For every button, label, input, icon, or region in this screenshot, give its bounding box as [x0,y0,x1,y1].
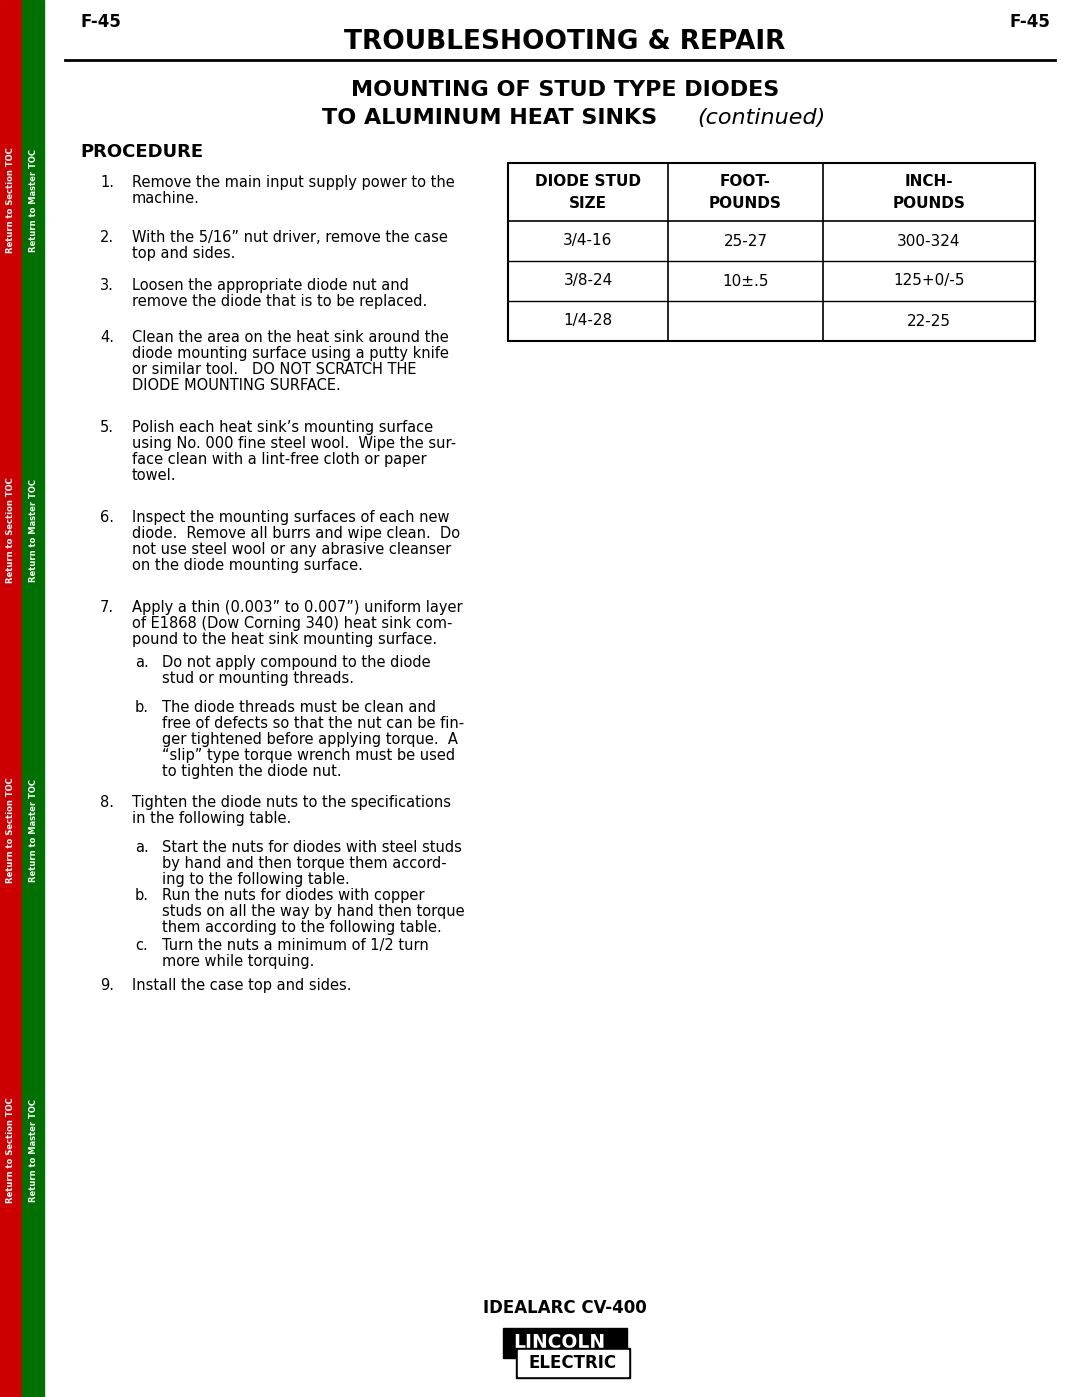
Text: 4.: 4. [100,330,114,345]
Text: 1/4-28: 1/4-28 [564,313,612,328]
Text: Return to Section TOC: Return to Section TOC [6,1097,15,1203]
Text: pound to the heat sink mounting surface.: pound to the heat sink mounting surface. [132,631,437,647]
Text: top and sides.: top and sides. [132,246,235,261]
Bar [516,1348,630,1377]
Text: free of defects so that the nut can be fin-: free of defects so that the nut can be f… [162,717,464,731]
Text: a.: a. [135,655,149,671]
Text: INCH-: INCH- [905,173,954,189]
Text: ®: ® [615,1329,624,1338]
Text: IDEALARC CV-400: IDEALARC CV-400 [483,1299,647,1317]
Text: Install the case top and sides.: Install the case top and sides. [132,978,351,993]
Text: Apply a thin (0.003” to 0.007”) uniform layer: Apply a thin (0.003” to 0.007”) uniform … [132,599,462,615]
Text: 6.: 6. [100,510,114,525]
Text: towel.: towel. [132,468,176,483]
Text: 8.: 8. [100,795,114,810]
Text: 25-27: 25-27 [724,233,768,249]
Text: DIODE MOUNTING SURFACE.: DIODE MOUNTING SURFACE. [132,379,341,393]
Text: diode mounting surface using a putty knife: diode mounting surface using a putty kni… [132,346,449,360]
Text: 22-25: 22-25 [907,313,951,328]
Text: Remove the main input supply power to the: Remove the main input supply power to th… [132,175,455,190]
Text: Return to Master TOC: Return to Master TOC [28,778,38,882]
Text: Start the nuts for diodes with steel studs: Start the nuts for diodes with steel stu… [162,840,462,855]
Text: to tighten the diode nut.: to tighten the diode nut. [162,764,341,780]
Text: ger tightened before applying torque.  A: ger tightened before applying torque. A [162,732,458,747]
Text: 9.: 9. [100,978,114,993]
Text: stud or mounting threads.: stud or mounting threads. [162,671,354,686]
Text: a.: a. [135,840,149,855]
Text: Inspect the mounting surfaces of each new: Inspect the mounting surfaces of each ne… [132,510,449,525]
Text: ing to the following table.: ing to the following table. [162,872,350,887]
Text: them according to the following table.: them according to the following table. [162,921,442,935]
Bar [503,1329,627,1358]
Text: Return to Master TOC: Return to Master TOC [28,148,38,251]
Text: FOOT-: FOOT- [720,173,771,189]
Bar [508,163,1035,341]
Text: Return to Section TOC: Return to Section TOC [6,777,15,883]
Bar [0,0,22,1397]
Text: studs on all the way by hand then torque: studs on all the way by hand then torque [162,904,464,919]
Text: With the 5/16” nut driver, remove the case: With the 5/16” nut driver, remove the ca… [132,231,448,244]
Text: Return to Master TOC: Return to Master TOC [28,1098,38,1201]
Text: 300-324: 300-324 [897,233,961,249]
Text: face clean with a lint-free cloth or paper: face clean with a lint-free cloth or pap… [132,453,427,467]
Text: b.: b. [135,888,149,902]
Text: 7.: 7. [100,599,114,615]
Text: Clean the area on the heat sink around the: Clean the area on the heat sink around t… [132,330,449,345]
Text: Return to Section TOC: Return to Section TOC [6,478,15,583]
Text: remove the diode that is to be replaced.: remove the diode that is to be replaced. [132,293,428,309]
Text: Run the nuts for diodes with copper: Run the nuts for diodes with copper [162,888,424,902]
Bar [22,0,44,1397]
Text: 3/8-24: 3/8-24 [564,274,612,289]
Text: Tighten the diode nuts to the specifications: Tighten the diode nuts to the specificat… [132,795,451,810]
Text: more while torquing.: more while torquing. [162,954,314,970]
Text: 10±.5: 10±.5 [723,274,769,289]
Text: “slip” type torque wrench must be used: “slip” type torque wrench must be used [162,747,455,763]
Text: DIODE STUD: DIODE STUD [535,173,642,189]
Text: in the following table.: in the following table. [132,812,292,826]
Text: 3/4-16: 3/4-16 [564,233,612,249]
Text: c.: c. [135,937,148,953]
Text: F-45: F-45 [1009,13,1050,31]
Text: Do not apply compound to the diode: Do not apply compound to the diode [162,655,431,671]
Text: POUNDS: POUNDS [892,196,966,211]
Text: (continued): (continued) [697,108,825,129]
Text: 125+0/-5: 125+0/-5 [893,274,964,289]
Text: 3.: 3. [100,278,113,293]
Text: 5.: 5. [100,420,114,434]
Text: Return to Section TOC: Return to Section TOC [6,147,15,253]
Text: diode.  Remove all burrs and wipe clean.  Do: diode. Remove all burrs and wipe clean. … [132,527,460,541]
Text: SIZE: SIZE [569,196,607,211]
Text: MOUNTING OF STUD TYPE DIODES: MOUNTING OF STUD TYPE DIODES [351,80,779,101]
Text: TROUBLESHOOTING & REPAIR: TROUBLESHOOTING & REPAIR [345,29,785,54]
Text: on the diode mounting surface.: on the diode mounting surface. [132,557,363,573]
Text: LINCOLN: LINCOLN [513,1334,605,1352]
Text: Polish each heat sink’s mounting surface: Polish each heat sink’s mounting surface [132,420,433,434]
Bar [518,1350,627,1376]
Text: The diode threads must be clean and: The diode threads must be clean and [162,700,436,715]
Text: using No. 000 fine steel wool.  Wipe the sur-: using No. 000 fine steel wool. Wipe the … [132,436,456,451]
Text: machine.: machine. [132,191,200,205]
Text: TO ALUMINUM HEAT SINKS: TO ALUMINUM HEAT SINKS [323,108,658,129]
Text: not use steel wool or any abrasive cleanser: not use steel wool or any abrasive clean… [132,542,451,557]
Text: PROCEDURE: PROCEDURE [80,142,203,161]
Text: F-45: F-45 [80,13,121,31]
Text: b.: b. [135,700,149,715]
Text: Loosen the appropriate diode nut and: Loosen the appropriate diode nut and [132,278,409,293]
Text: ELECTRIC: ELECTRIC [529,1354,617,1372]
Text: of E1868 (Dow Corning 340) heat sink com-: of E1868 (Dow Corning 340) heat sink com… [132,616,453,631]
Text: Turn the nuts a minimum of 1/2 turn: Turn the nuts a minimum of 1/2 turn [162,937,429,953]
Text: by hand and then torque them accord-: by hand and then torque them accord- [162,856,447,870]
Text: 1.: 1. [100,175,114,190]
Text: POUNDS: POUNDS [710,196,782,211]
Text: Return to Master TOC: Return to Master TOC [28,479,38,581]
Text: or similar tool.   DO NOT SCRATCH THE: or similar tool. DO NOT SCRATCH THE [132,362,417,377]
Text: 2.: 2. [100,231,114,244]
